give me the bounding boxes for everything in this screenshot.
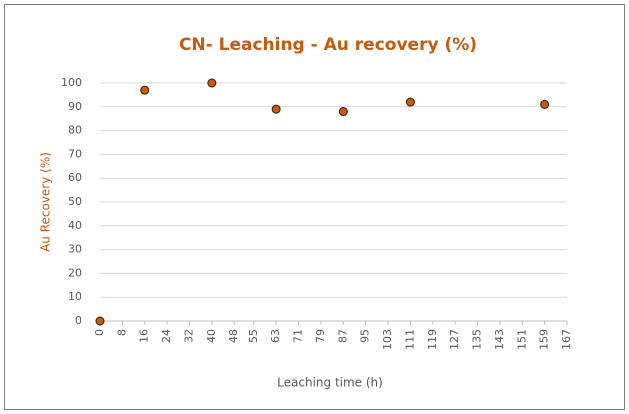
y-tick-label: 50 <box>68 195 82 208</box>
x-tick-label: 63 <box>269 329 282 343</box>
chart-title: CN- Leaching - Au recovery (%) <box>179 35 477 55</box>
x-tick-label: 55 <box>247 329 260 343</box>
x-tick-label: 151 <box>515 329 528 350</box>
y-tick-label: 70 <box>68 147 82 160</box>
point <box>207 78 217 88</box>
x-tick-label: 95 <box>359 329 372 343</box>
x-tick-label: 119 <box>426 329 439 350</box>
y-tick-label: 20 <box>68 266 82 279</box>
x-tick-label: 167 <box>560 329 573 350</box>
x-tick-label: 103 <box>381 329 394 350</box>
x-tick-label: 79 <box>314 329 327 343</box>
x-tick-label: 40 <box>205 329 218 343</box>
x-tick-label: 111 <box>403 329 416 350</box>
x-tick-label: 24 <box>160 329 173 343</box>
x-tick-label: 143 <box>493 329 506 350</box>
x-tick-label: 16 <box>138 329 151 343</box>
chart-frame <box>4 4 625 410</box>
point <box>338 107 348 117</box>
x-tick-label: 135 <box>471 329 484 350</box>
point <box>405 97 415 107</box>
x-tick-label: 32 <box>182 329 195 343</box>
x-tick-label: 0 <box>93 329 106 336</box>
y-tick-label: 100 <box>61 76 82 89</box>
y-tick-label: 80 <box>68 124 82 137</box>
x-tick-label: 159 <box>538 329 551 350</box>
x-tick-label: 87 <box>336 329 349 343</box>
x-axis-label: Leaching time (h) <box>277 376 383 390</box>
point <box>140 85 150 95</box>
x-tick-label: 71 <box>292 329 305 343</box>
point <box>540 99 550 109</box>
point <box>271 104 281 114</box>
y-tick-label: 40 <box>68 219 82 232</box>
y-tick-label: 60 <box>68 171 82 184</box>
y-axis-label: Au Recovery (%) <box>39 152 53 252</box>
x-tick-label: 48 <box>227 329 240 343</box>
x-tick-label: 8 <box>115 329 128 336</box>
y-tick-label: 10 <box>68 290 82 303</box>
y-tick-label: 30 <box>68 243 82 256</box>
y-tick-label: 90 <box>68 100 82 113</box>
point <box>95 316 105 326</box>
y-tick-label: 0 <box>75 314 82 327</box>
x-tick-label: 127 <box>448 329 461 350</box>
